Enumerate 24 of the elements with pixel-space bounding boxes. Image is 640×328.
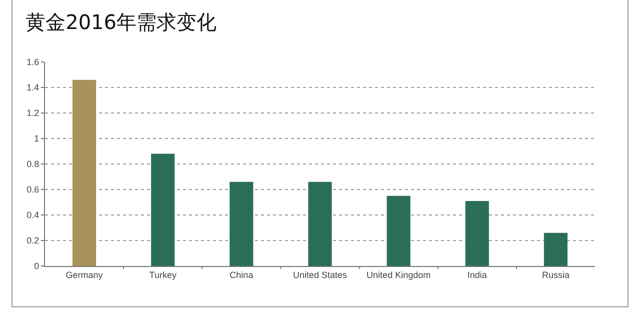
y-tick-label: 0: [34, 261, 40, 272]
x-tick-label: India: [467, 270, 487, 280]
bar: [72, 80, 96, 266]
y-tick-label: 0.6: [26, 184, 40, 195]
bar: [465, 200, 489, 266]
x-tick-label: Germany: [66, 270, 104, 280]
y-tick-label: 0.8: [26, 159, 40, 170]
y-tick-label: 0.2: [26, 236, 40, 246]
bar: [544, 232, 568, 266]
y-tick-label: 1.4: [26, 82, 40, 93]
x-tick-label: Russia: [542, 270, 570, 280]
bar: [230, 182, 254, 266]
bar: [386, 196, 410, 266]
y-tick-label: 1.6: [26, 57, 40, 68]
y-tick-label: 1.2: [26, 108, 40, 118]
y-tick-label: 0.4: [26, 210, 40, 220]
x-tick-label: United States: [292, 270, 348, 280]
x-tick-label: China: [230, 270, 254, 280]
x-tick-label: United Kingdom: [366, 270, 431, 280]
bar: [151, 154, 175, 266]
x-tick-label: Turkey: [149, 270, 177, 280]
bar: [308, 182, 332, 266]
chart-title: 黄金2016年需求变化: [26, 10, 217, 34]
y-tick-label: 1: [34, 134, 40, 144]
